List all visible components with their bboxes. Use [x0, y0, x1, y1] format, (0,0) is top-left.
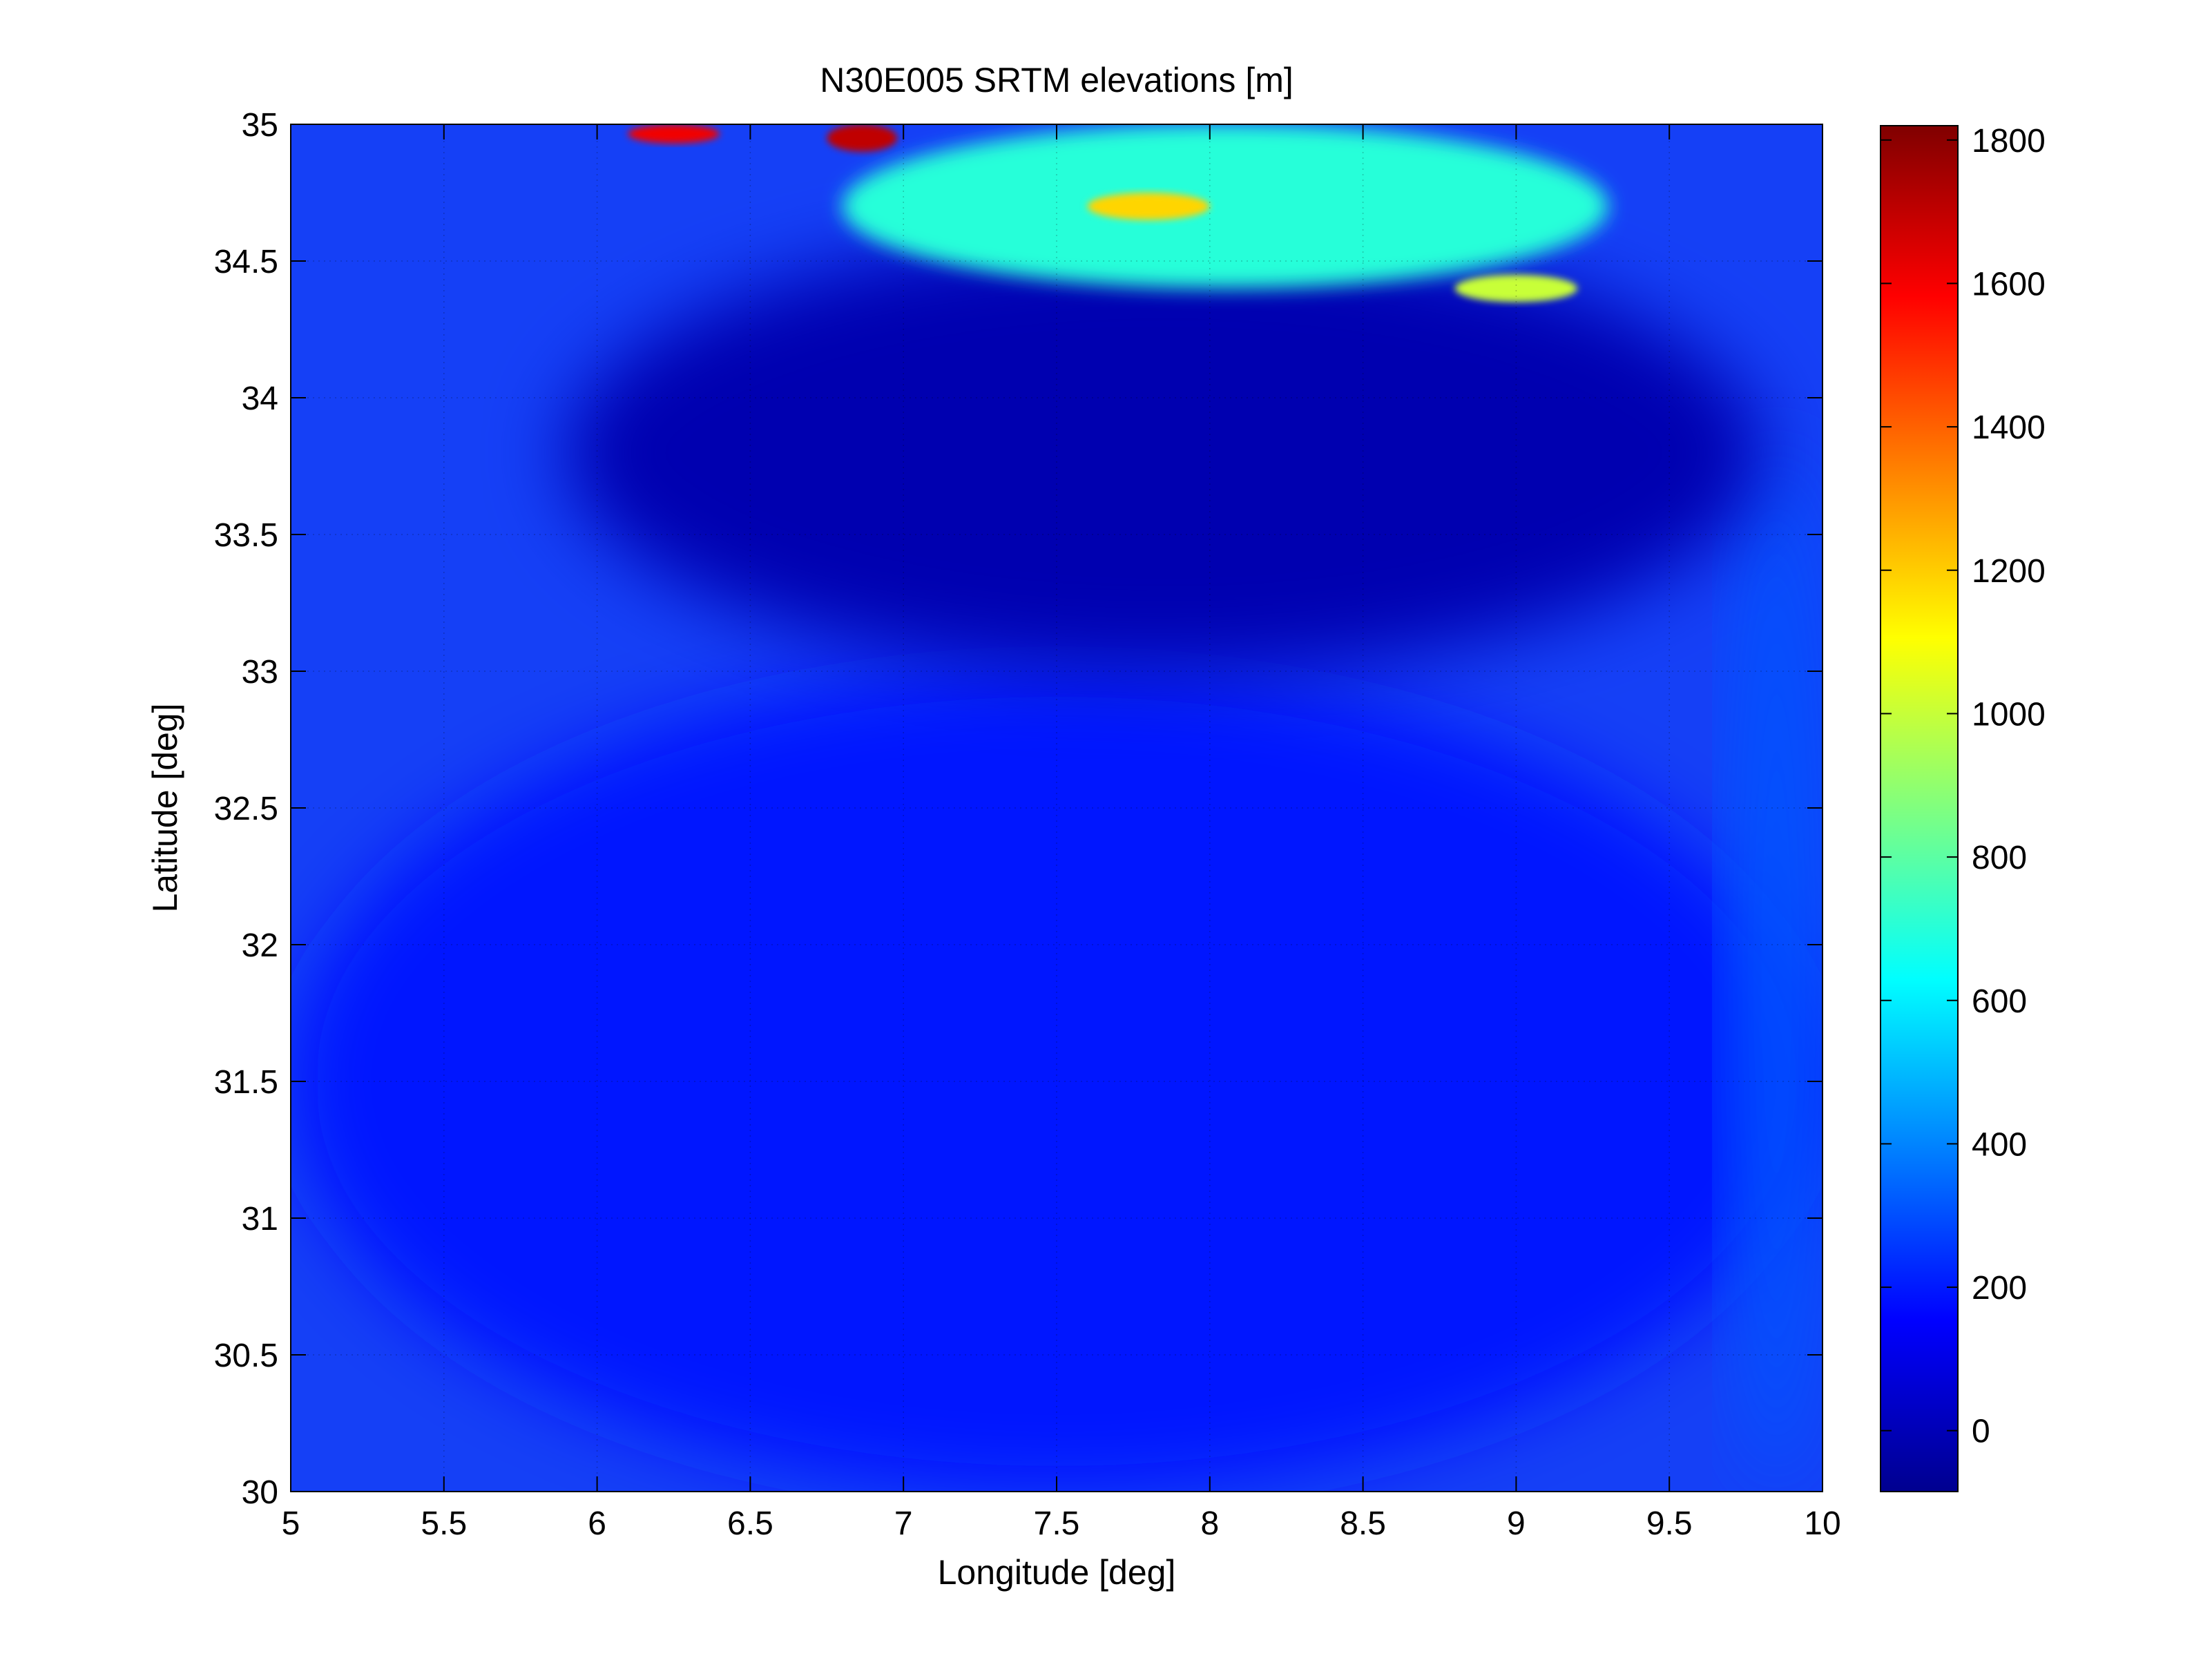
- colorbar-tick-label: 1800: [1972, 123, 2046, 160]
- chart-title: N30E005 SRTM elevations [m]: [820, 61, 1293, 99]
- y-tick-label: 34: [242, 380, 278, 417]
- y-tick-label: 33.5: [214, 517, 278, 554]
- x-tick-label: 6.5: [727, 1505, 773, 1542]
- terrain-highest-peaks: [627, 124, 720, 144]
- terrain-northern-highlands: [842, 124, 1608, 289]
- y-tick-label: 30.5: [214, 1338, 278, 1374]
- colorbar-tick-label: 0: [1972, 1414, 1990, 1450]
- colorbar-tick-label: 600: [1972, 983, 2027, 1020]
- colorbar-tick-label: 1000: [1972, 696, 2046, 733]
- terrain-highest-peaks: [827, 124, 898, 152]
- y-tick-label: 31: [242, 1201, 278, 1237]
- terrain-lowland-plain: [291, 671, 1823, 1492]
- x-tick-label: 8.5: [1340, 1505, 1386, 1542]
- x-tick-label: 5.5: [421, 1505, 467, 1542]
- y-tick-label: 34.5: [214, 244, 278, 280]
- colorbar-gradient: [1880, 125, 1959, 1492]
- terrain-ridge: [1454, 274, 1578, 302]
- x-tick-label: 7.5: [1034, 1505, 1080, 1542]
- colorbar: 0 200 400 600 800 1000 1200 1400 1600 1800: [1880, 123, 2046, 1492]
- x-tick-label: 10: [1804, 1505, 1840, 1542]
- y-tick-label: 33: [242, 654, 278, 691]
- colorbar-tick-label: 1600: [1972, 266, 2046, 302]
- colorbar-tick-label: 200: [1972, 1270, 2027, 1307]
- x-tick-label: 7: [894, 1505, 913, 1542]
- terrain-ridge: [1087, 193, 1210, 220]
- y-tick-label: 35: [242, 107, 278, 144]
- colorbar-tick-label: 800: [1972, 840, 2027, 876]
- terrain-eastern-plateau: [1730, 452, 1823, 1492]
- x-tick-label: 9.5: [1646, 1505, 1693, 1542]
- y-tick-label: 30: [242, 1474, 278, 1511]
- y-axis-label: Latitude [deg]: [146, 703, 184, 912]
- y-tick-label: 31.5: [214, 1064, 278, 1101]
- x-tick-label: 6: [588, 1505, 606, 1542]
- x-tick-label: 9: [1507, 1505, 1526, 1542]
- heatmap-image: [291, 124, 1823, 1492]
- x-tick-label: 8: [1200, 1505, 1219, 1542]
- x-axis-label: Longitude [deg]: [938, 1553, 1176, 1592]
- x-tick-label: 5: [282, 1505, 300, 1542]
- colorbar-tick-label: 1400: [1972, 409, 2046, 446]
- colorbar-tick-label: 1200: [1972, 553, 2046, 590]
- y-tick-label: 32.5: [214, 791, 278, 827]
- y-tick-label: 32: [242, 927, 278, 964]
- terrain-depression: [566, 233, 1762, 671]
- colorbar-tick-label: 400: [1972, 1126, 2027, 1163]
